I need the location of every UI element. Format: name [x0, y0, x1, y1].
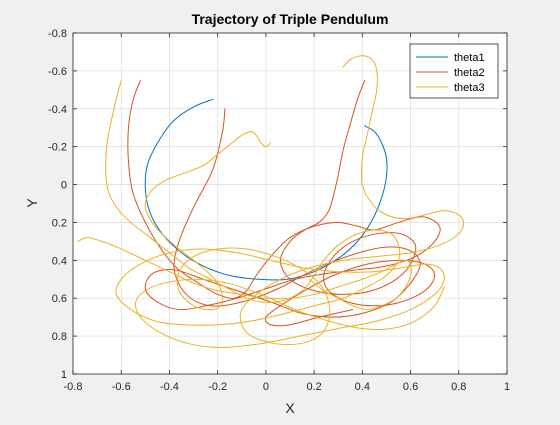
x-tick-label: 0.6: [403, 381, 418, 393]
y-tick-label: 0.6: [52, 293, 67, 305]
series-layer: [77, 55, 465, 348]
x-tick-label: 0.4: [355, 381, 370, 393]
y-tick-label: 0: [61, 180, 67, 192]
legend-entry-theta3: theta3: [454, 82, 485, 94]
y-tick-label: 0.2: [52, 217, 67, 229]
x-tick-label: 1: [504, 381, 510, 393]
y-tick-label: -0.4: [48, 104, 67, 116]
y-tick-label: 1: [61, 369, 67, 381]
series-line-theta3: [77, 237, 412, 311]
y-tick-label: -0.8: [48, 28, 67, 40]
y-tick-label: 0.8: [52, 331, 67, 343]
legend-entry-theta1: theta1: [454, 52, 485, 64]
x-tick-label: -0.8: [64, 381, 83, 393]
x-tick-label: -0.4: [160, 381, 179, 393]
legend-box: [409, 43, 499, 99]
y-axis-label: Y: [24, 198, 40, 208]
x-tick-label: 0.8: [451, 381, 466, 393]
plot-frame: [72, 32, 508, 375]
series-line-theta1: [144, 98, 388, 281]
y-tick-label: 0.4: [52, 255, 67, 267]
legend-entry-theta2: theta2: [454, 67, 485, 79]
x-tick-label: -0.6: [112, 381, 131, 393]
ticks: -0.8 -0.6 -0.4 -0.2 0 0.2 0.4 0.6 0.8 1-0.8-0.6-0…: [48, 28, 510, 393]
grid: [73, 33, 507, 374]
x-tick-label: 0.2: [306, 381, 321, 393]
series-line-theta3: [144, 55, 465, 346]
chart-title: Trajectory of Triple Pendulum: [192, 11, 389, 27]
x-tick-label: 0: [263, 381, 269, 393]
y-tick-label: -0.6: [48, 66, 67, 78]
y-tick-label: -0.2: [48, 142, 67, 154]
x-tick-label: -0.2: [208, 381, 227, 393]
series-line-theta2: [127, 79, 441, 318]
x-axis-label: X: [285, 400, 295, 416]
series-line-theta3: [105, 79, 445, 348]
legend: theta1 theta2 theta3: [409, 43, 499, 99]
